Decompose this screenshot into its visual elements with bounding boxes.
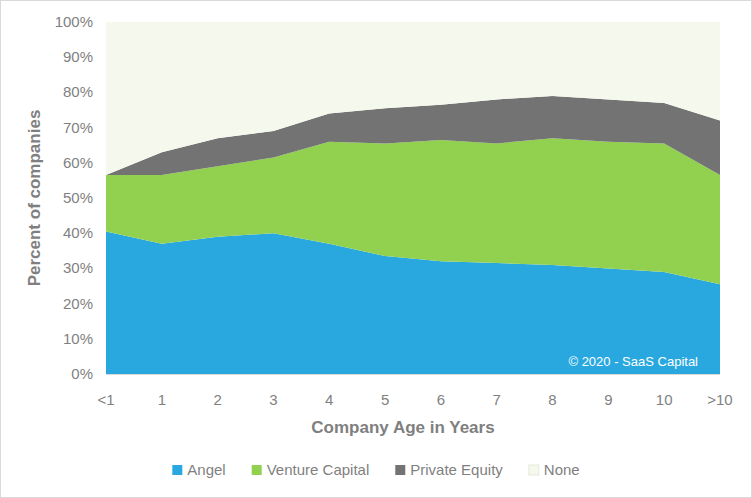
x-tick-label: 7 (493, 391, 501, 408)
legend-label: Angel (187, 461, 225, 478)
chart: 0% 10% 20% 30% 40% 50% 60% 70% 80% 90% 100% <1 1 2 3 4 5… (0, 0, 752, 498)
legend: Angel Venture Capital Private Equity None (172, 461, 579, 478)
x-tick-label: 4 (325, 391, 333, 408)
area-3 (106, 22, 720, 175)
y-axis-title: Percent of companies (25, 110, 44, 287)
y-tick-label: 70% (63, 119, 93, 136)
legend-swatch (395, 465, 405, 475)
chart-border (1, 1, 752, 498)
legend-swatch (172, 465, 182, 475)
legend-swatch (252, 465, 262, 475)
x-tick-label: 8 (548, 391, 556, 408)
x-tick-label: >10 (707, 391, 732, 408)
y-tick-label: 80% (63, 83, 93, 100)
x-axis-title: Company Age in Years (311, 418, 494, 437)
annotation: © 2020 - SaaS Capital (568, 354, 698, 369)
y-tick-label: 10% (63, 330, 93, 347)
y-tick-label: 60% (63, 154, 93, 171)
legend-swatch (529, 465, 539, 475)
y-tick-label: 20% (63, 295, 93, 312)
x-tick-label: <1 (97, 391, 114, 408)
y-tick-label: 40% (63, 224, 93, 241)
legend-label: Private Equity (410, 461, 503, 478)
x-tick-label: 3 (269, 391, 277, 408)
x-tick-label: 1 (158, 391, 166, 408)
x-tick-label: 9 (604, 391, 612, 408)
x-tick-label: 10 (656, 391, 673, 408)
areas (106, 22, 720, 374)
y-tick-label: 90% (63, 48, 93, 65)
legend-label: Venture Capital (267, 461, 370, 478)
x-tick-label: 6 (437, 391, 445, 408)
x-tick-label: 2 (213, 391, 221, 408)
x-axis-line (106, 374, 720, 375)
y-tick-label: 30% (63, 259, 93, 276)
y-tick-label: 0% (71, 365, 93, 382)
legend-label: None (544, 461, 580, 478)
y-tick-label: 50% (63, 189, 93, 206)
y-tick-label: 100% (55, 13, 93, 30)
x-tick-label: 5 (381, 391, 389, 408)
